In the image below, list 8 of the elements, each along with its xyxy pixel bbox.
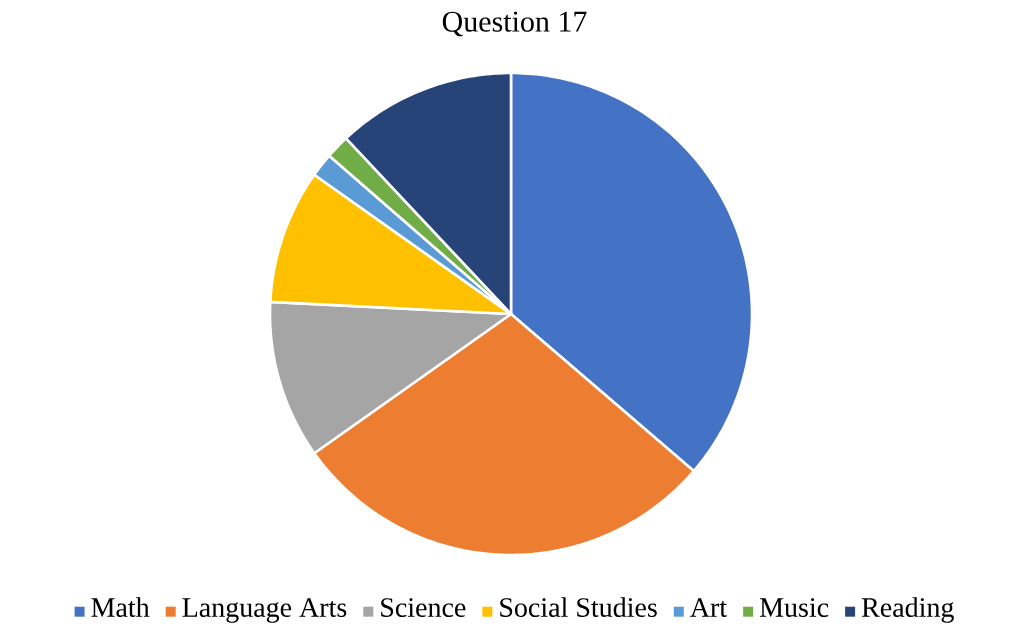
legend-label: Science	[381, 598, 466, 617]
legend-label: Music	[759, 598, 829, 617]
legend-label: Reading	[861, 597, 954, 623]
legend-label: Math	[91, 597, 150, 617]
legend-label: Language Arts	[182, 598, 347, 623]
legend-label: Social Studies	[500, 597, 657, 617]
legend-label: Art	[690, 598, 727, 617]
chart-title: Question 17	[442, 11, 587, 37]
